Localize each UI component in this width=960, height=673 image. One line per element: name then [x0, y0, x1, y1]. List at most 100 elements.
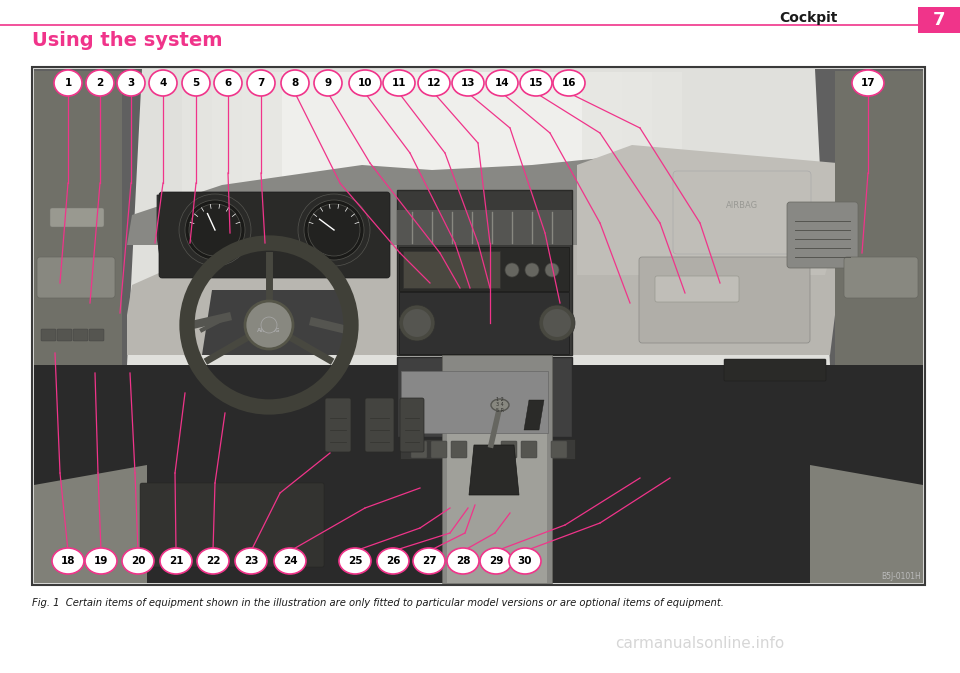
Ellipse shape [149, 70, 177, 96]
FancyBboxPatch shape [400, 398, 424, 452]
FancyBboxPatch shape [37, 257, 115, 298]
FancyBboxPatch shape [501, 441, 517, 458]
FancyBboxPatch shape [844, 257, 918, 298]
Polygon shape [202, 290, 352, 355]
Text: Using the system: Using the system [32, 32, 223, 50]
FancyBboxPatch shape [399, 247, 569, 291]
FancyBboxPatch shape [32, 67, 925, 585]
Text: 21: 21 [169, 556, 183, 566]
Text: 29: 29 [489, 556, 503, 566]
Text: 18: 18 [60, 556, 75, 566]
Ellipse shape [247, 70, 275, 96]
Polygon shape [577, 145, 860, 275]
Ellipse shape [520, 70, 552, 96]
FancyBboxPatch shape [787, 202, 858, 268]
FancyBboxPatch shape [212, 72, 652, 275]
Text: 9: 9 [324, 78, 331, 88]
Text: 12: 12 [427, 78, 442, 88]
Text: Fig. 1  Certain items of equipment shown in the illustration are only fitted to : Fig. 1 Certain items of equipment shown … [32, 598, 724, 608]
Ellipse shape [418, 70, 450, 96]
Text: 7: 7 [933, 11, 946, 29]
FancyBboxPatch shape [365, 398, 394, 452]
Ellipse shape [182, 70, 210, 96]
Text: carmanualsonline.info: carmanualsonline.info [615, 636, 784, 651]
FancyBboxPatch shape [411, 441, 427, 458]
Circle shape [189, 204, 241, 256]
Text: 15: 15 [529, 78, 543, 88]
Circle shape [245, 301, 293, 349]
FancyBboxPatch shape [41, 329, 56, 341]
Ellipse shape [214, 70, 242, 96]
FancyBboxPatch shape [397, 190, 572, 355]
Text: 28: 28 [456, 556, 470, 566]
Polygon shape [127, 185, 865, 355]
Circle shape [308, 204, 360, 256]
FancyBboxPatch shape [34, 69, 923, 365]
Text: 16: 16 [562, 78, 576, 88]
Text: 23: 23 [244, 556, 258, 566]
Circle shape [539, 305, 575, 341]
Polygon shape [157, 195, 387, 275]
Text: 26: 26 [386, 556, 400, 566]
Ellipse shape [486, 70, 518, 96]
Text: 3: 3 [128, 78, 134, 88]
FancyBboxPatch shape [442, 355, 552, 583]
Ellipse shape [491, 399, 509, 411]
Text: 8: 8 [292, 78, 299, 88]
Text: 1: 1 [64, 78, 72, 88]
Ellipse shape [509, 548, 541, 574]
Text: 1 2
3 4
5 R: 1 2 3 4 5 R [496, 396, 504, 413]
FancyBboxPatch shape [50, 208, 104, 227]
Text: B5J-0101H: B5J-0101H [881, 572, 921, 581]
FancyBboxPatch shape [73, 329, 88, 341]
Ellipse shape [54, 70, 82, 96]
FancyBboxPatch shape [400, 439, 575, 459]
Circle shape [545, 263, 559, 277]
Text: 7: 7 [257, 78, 265, 88]
Text: AIRBAG: AIRBAG [257, 328, 280, 332]
FancyBboxPatch shape [325, 398, 351, 452]
Circle shape [179, 194, 251, 266]
Ellipse shape [235, 548, 267, 574]
Ellipse shape [281, 70, 309, 96]
Circle shape [399, 305, 435, 341]
Text: 25: 25 [348, 556, 362, 566]
Text: 30: 30 [517, 556, 532, 566]
FancyBboxPatch shape [403, 251, 500, 288]
Text: 2: 2 [96, 78, 104, 88]
Ellipse shape [85, 548, 117, 574]
Ellipse shape [86, 70, 114, 96]
Ellipse shape [117, 70, 145, 96]
Polygon shape [830, 365, 923, 583]
FancyBboxPatch shape [159, 192, 390, 278]
Ellipse shape [480, 548, 512, 574]
Circle shape [185, 200, 245, 260]
Circle shape [261, 317, 277, 333]
Circle shape [298, 194, 370, 266]
Polygon shape [810, 465, 923, 583]
Ellipse shape [339, 548, 371, 574]
Circle shape [505, 263, 519, 277]
FancyBboxPatch shape [399, 292, 569, 354]
Ellipse shape [377, 548, 409, 574]
Text: 10: 10 [358, 78, 372, 88]
FancyBboxPatch shape [34, 71, 122, 365]
Text: 19: 19 [94, 556, 108, 566]
Text: 20: 20 [131, 556, 145, 566]
Ellipse shape [314, 70, 342, 96]
FancyBboxPatch shape [724, 359, 826, 381]
FancyBboxPatch shape [242, 72, 622, 275]
FancyBboxPatch shape [521, 441, 537, 458]
Text: 13: 13 [461, 78, 475, 88]
FancyBboxPatch shape [639, 257, 810, 343]
FancyBboxPatch shape [431, 441, 447, 458]
Text: 27: 27 [421, 556, 436, 566]
Text: 5: 5 [192, 78, 200, 88]
Ellipse shape [852, 70, 884, 96]
Ellipse shape [274, 548, 306, 574]
FancyBboxPatch shape [89, 329, 104, 341]
Ellipse shape [553, 70, 585, 96]
FancyBboxPatch shape [835, 71, 923, 365]
FancyBboxPatch shape [140, 483, 324, 567]
FancyBboxPatch shape [397, 357, 572, 437]
